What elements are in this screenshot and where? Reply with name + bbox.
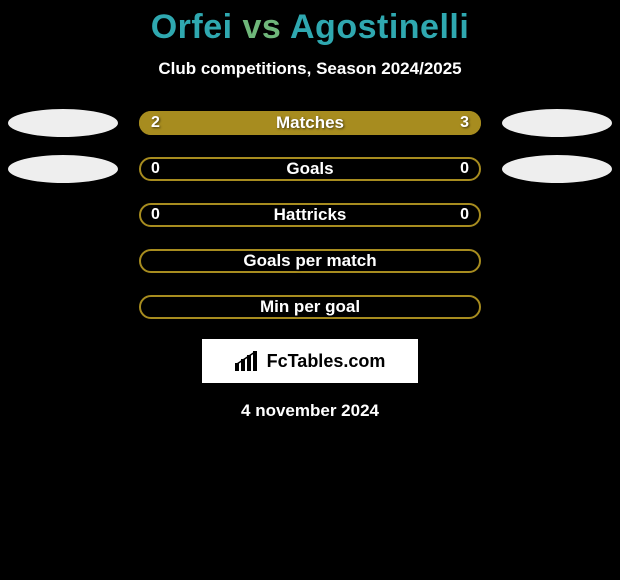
- title-vs: vs: [233, 8, 290, 46]
- stat-bar: Matches2 3: [139, 111, 481, 135]
- bars-icon: [235, 351, 261, 371]
- stat-bar: Hattricks0 0: [139, 203, 481, 227]
- stat-value-right: 0: [460, 157, 469, 181]
- stat-row: Goals0 0: [0, 157, 620, 181]
- stat-label: Matches: [139, 111, 481, 135]
- stat-value-right: 0: [460, 203, 469, 227]
- stat-row: Hattricks0 0: [0, 203, 620, 227]
- player-marker-right: [502, 155, 612, 183]
- comparison-card: Orfei vs Agostinelli Club competitions, …: [0, 0, 620, 580]
- title-player-right: Agostinelli: [290, 8, 469, 46]
- title-player-left: Orfei: [151, 8, 233, 46]
- date-stamp: 4 november 2024: [241, 401, 379, 421]
- brand-text: FcTables.com: [267, 351, 386, 372]
- stat-rows: Matches23Goals00Hattricks00Goals per mat…: [0, 111, 620, 319]
- stat-row: Matches2 3: [0, 111, 620, 135]
- stat-label: Hattricks: [139, 203, 481, 227]
- stat-row: Goals per match: [0, 249, 620, 273]
- stat-value-left: 2: [151, 111, 160, 135]
- brand-badge: FcTables.com: [202, 339, 418, 383]
- player-marker-left: [8, 109, 118, 137]
- stat-value-left: 0: [151, 203, 160, 227]
- stat-bar: Goals0 0: [139, 157, 481, 181]
- stat-bar: Min per goal: [139, 295, 481, 319]
- stat-label: Goals: [139, 157, 481, 181]
- stat-value-right: 3: [460, 111, 469, 135]
- stat-value-left: 0: [151, 157, 160, 181]
- player-marker-right: [502, 109, 612, 137]
- stat-bar: Goals per match: [139, 249, 481, 273]
- stat-label: Min per goal: [139, 295, 481, 319]
- page-title: Orfei vs Agostinelli: [151, 8, 470, 47]
- subtitle: Club competitions, Season 2024/2025: [158, 59, 461, 79]
- stat-label: Goals per match: [139, 249, 481, 273]
- stat-row: Min per goal: [0, 295, 620, 319]
- player-marker-left: [8, 155, 118, 183]
